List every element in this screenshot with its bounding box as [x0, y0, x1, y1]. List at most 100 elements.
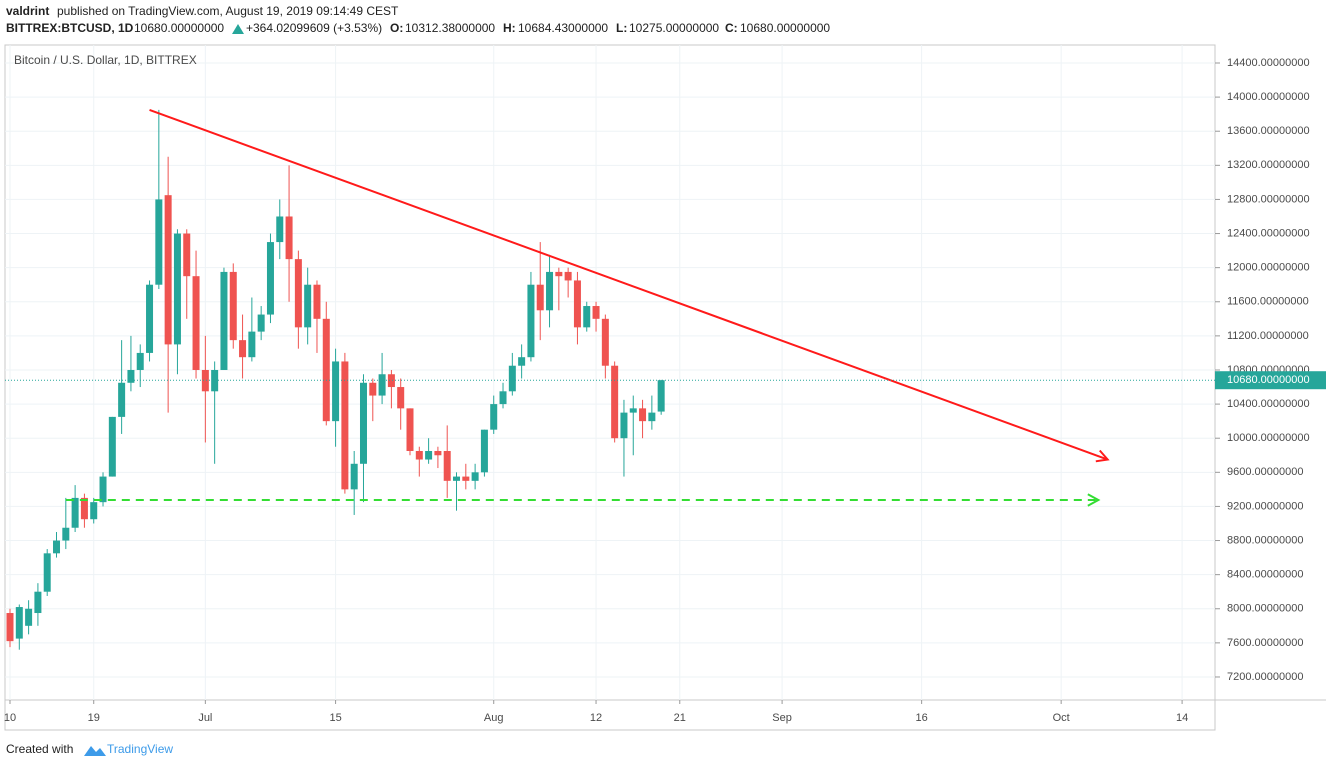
candle-body [471, 472, 479, 481]
y-tick-label: 12400.00000000 [1227, 227, 1310, 239]
candle-body [99, 476, 107, 503]
y-tick-label: 12000.00000000 [1227, 262, 1310, 274]
x-tick-label: 10 [4, 712, 16, 724]
candle-body [276, 216, 284, 243]
y-tick-label: 8800.00000000 [1227, 534, 1303, 546]
y-tick-label: 7200.00000000 [1227, 671, 1303, 683]
candle-body [90, 502, 98, 520]
x-tick-label: 12 [590, 712, 602, 724]
candle-body [183, 233, 191, 277]
candle-body [601, 318, 609, 366]
footer-brand: TradingView [107, 742, 173, 756]
c-label: C: [725, 21, 738, 35]
candle-body [211, 369, 219, 392]
candle-body [15, 607, 23, 639]
x-tick-label: 19 [88, 712, 100, 724]
candle-body [108, 416, 116, 477]
candle-body [239, 340, 247, 358]
last-price-label: 10680.00000000 [1227, 374, 1310, 386]
x-tick-label: 14 [1176, 712, 1188, 724]
candle-body [480, 429, 488, 473]
candle-body [387, 374, 395, 388]
candle-body [453, 476, 461, 481]
candle-body [25, 608, 33, 626]
candle-body [62, 527, 70, 541]
y-tick-label: 10000.00000000 [1227, 432, 1310, 444]
y-tick-label: 13200.00000000 [1227, 159, 1310, 171]
candle-body [136, 352, 144, 370]
footer-created: Created with [6, 742, 73, 756]
candle-body [53, 540, 61, 554]
candle-body [229, 271, 237, 341]
l-value: 10275.00000000 [629, 21, 719, 35]
price: 10680.00000000 [134, 21, 224, 35]
y-tick-label: 9200.00000000 [1227, 500, 1303, 512]
candle-body [118, 382, 126, 417]
x-tick-label: Sep [772, 712, 792, 724]
l-label: L: [616, 21, 627, 35]
candle-body [6, 613, 14, 642]
author: valdrint [6, 4, 49, 18]
plot-frame [4, 44, 1216, 731]
o-label: O: [390, 21, 403, 35]
x-tick-label: Oct [1053, 712, 1070, 724]
o-value: 10312.38000000 [405, 21, 495, 35]
candle-body [648, 412, 656, 422]
candle-body [443, 450, 451, 481]
candle-body [536, 284, 544, 311]
y-tick-label: 9600.00000000 [1227, 466, 1303, 478]
y-tick-label: 11200.00000000 [1227, 330, 1309, 342]
h-value: 10684.43000000 [518, 21, 608, 35]
y-tick-label: 8400.00000000 [1227, 569, 1303, 581]
candle-body [490, 404, 498, 430]
candle-body [173, 233, 181, 345]
candle-body [201, 369, 209, 392]
candle-body [397, 387, 405, 409]
chart-title: Bitcoin / U.S. Dollar, 1D, BITTREX [14, 53, 197, 67]
candle-body [620, 412, 628, 439]
candle-body [518, 357, 526, 366]
candle-body [425, 450, 433, 460]
candle-body [546, 271, 554, 311]
y-tick-label: 10400.00000000 [1227, 398, 1310, 410]
x-tick-label: Jul [198, 712, 212, 724]
candle-body [164, 195, 172, 345]
candle-body [266, 242, 274, 315]
candle-body [564, 271, 572, 281]
x-tick-label: 16 [916, 712, 928, 724]
y-tick-label: 14000.00000000 [1227, 91, 1310, 103]
candle-body [341, 361, 349, 490]
change: +364.02099609 (+3.53%) [246, 21, 382, 35]
candle-body [257, 314, 265, 332]
candle-body [332, 361, 340, 422]
candle-body [146, 284, 154, 353]
candle-body [415, 450, 423, 460]
last-price-box [1215, 371, 1326, 390]
y-tick-label: 11600.00000000 [1227, 296, 1309, 308]
candle-body [657, 380, 665, 412]
candle-body [294, 259, 302, 328]
up-arrow [232, 24, 244, 34]
candle-body [434, 450, 442, 456]
candle-body [499, 391, 507, 405]
x-tick-label: Aug [484, 712, 504, 724]
candle-body [43, 553, 51, 592]
candle-body [583, 306, 591, 328]
candle-body [304, 284, 312, 328]
candle-body [462, 476, 470, 481]
y-tick-label: 13600.00000000 [1227, 125, 1310, 137]
x-tick-label: 21 [674, 712, 686, 724]
candle-body [406, 408, 414, 451]
x-tick-label: 15 [329, 712, 341, 724]
candle-body [127, 369, 135, 383]
candle-body [527, 284, 535, 358]
candle-body [369, 382, 377, 396]
candle-body [611, 365, 619, 439]
candle-body [359, 382, 367, 464]
candle-body [573, 280, 581, 328]
candle-body [629, 408, 637, 413]
c-value: 10680.00000000 [740, 21, 830, 35]
candle-body [508, 365, 516, 392]
candle-body [378, 374, 386, 396]
